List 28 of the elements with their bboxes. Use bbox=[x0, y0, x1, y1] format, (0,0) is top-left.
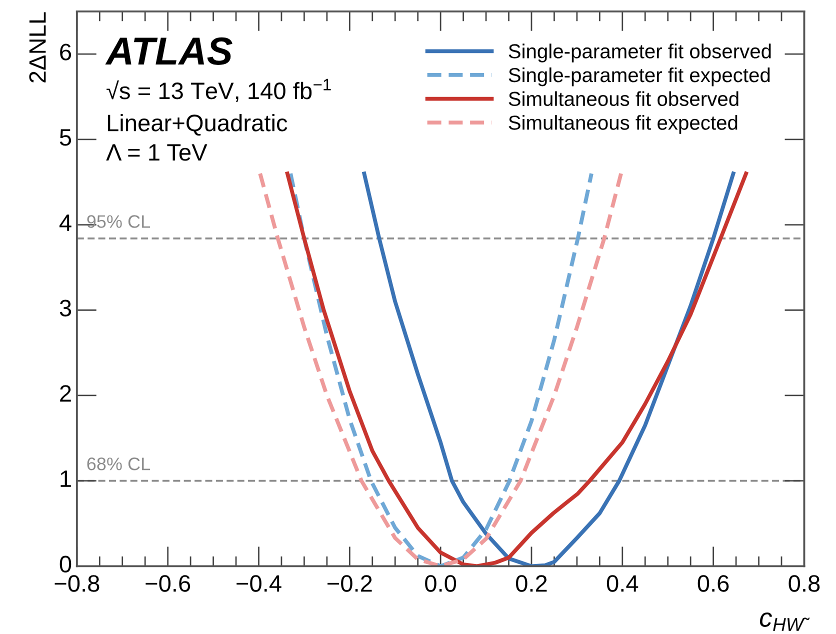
ref-line-label: 95% CL bbox=[87, 215, 150, 228]
legend-label: Single-parameter fit expected bbox=[508, 67, 770, 86]
y-tick-label: 1 bbox=[60, 470, 71, 487]
y-tick-label: 6 bbox=[60, 44, 72, 60]
x-tick-label: −0.4 bbox=[236, 575, 282, 592]
annotation: ATLAS bbox=[105, 37, 232, 65]
x-tick-label: 0.6 bbox=[698, 575, 729, 592]
x-tick-label: 0.2 bbox=[516, 575, 547, 592]
x-axis-title: c$_{HW̃}$ bbox=[760, 612, 810, 631]
x-tick-label: −0.6 bbox=[146, 575, 190, 592]
annotation: √s = 13 TeV, 140 fb$^{−1}$ bbox=[106, 78, 331, 102]
x-tick-label: 0.4 bbox=[606, 575, 638, 592]
y-tick-label: 5 bbox=[60, 129, 72, 146]
y-tick-label: 0 bbox=[60, 556, 72, 572]
legend-label: Single-parameter fit observed bbox=[508, 44, 771, 62]
x-tick-label: −0.2 bbox=[328, 575, 372, 592]
legend-label: Simultaneous fit expected bbox=[508, 115, 738, 134]
x-tick-label: 0.8 bbox=[788, 575, 820, 592]
y-axis-title: 2ΔNLL bbox=[29, 12, 46, 82]
annotation: Linear+Quadratic bbox=[108, 114, 288, 136]
x-tick-label: −0.8 bbox=[54, 575, 100, 592]
y-tick-label: 2 bbox=[60, 385, 71, 402]
annotation: Λ = 1 TeV bbox=[106, 144, 208, 161]
ref-line-label: 68% CL bbox=[87, 458, 150, 470]
x-tick-label: 0.0 bbox=[425, 575, 456, 592]
y-tick-label: 3 bbox=[60, 300, 72, 316]
legend-label: Simultaneous fit observed bbox=[508, 91, 738, 106]
y-tick-label: 4 bbox=[59, 214, 72, 231]
